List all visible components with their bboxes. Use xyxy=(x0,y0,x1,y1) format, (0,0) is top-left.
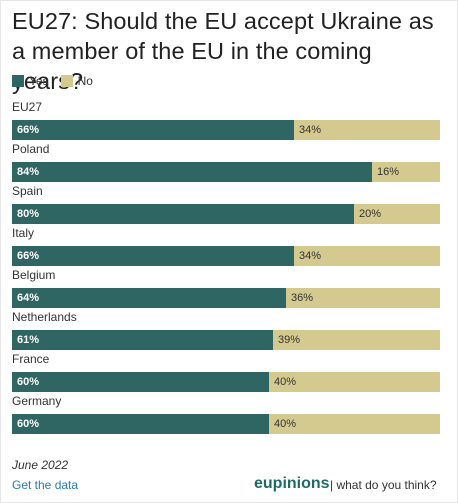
data-label-yes-germany: 60% xyxy=(17,418,40,430)
category-label-spain: Spain xyxy=(12,184,43,198)
bar-yes-france xyxy=(12,372,269,392)
data-label-no-eu27: 34% xyxy=(299,124,322,136)
legend-item-no: No xyxy=(60,74,93,88)
chart-title: EU27: Should the EU accept Ukraine as a … xyxy=(12,8,434,94)
bar-no-germany xyxy=(269,414,440,434)
bar-row-france: 60% 40% xyxy=(12,372,440,392)
get-data-link[interactable]: Get the data xyxy=(12,478,79,492)
legend-label-yes: Yes xyxy=(29,74,49,88)
bar-no-eu27 xyxy=(294,120,440,140)
bar-row-italy: 66% 34% xyxy=(12,246,440,266)
bar-no-france xyxy=(269,372,440,392)
category-label-poland: Poland xyxy=(12,142,50,156)
data-label-yes-netherlands: 61% xyxy=(17,334,40,346)
bar-yes-eu27 xyxy=(12,120,294,140)
bar-no-italy xyxy=(294,246,440,266)
legend-item-yes: Yes xyxy=(12,74,49,88)
bar-row-spain: 80% 20% xyxy=(12,204,440,224)
legend-swatch-yes xyxy=(12,75,24,87)
bar-row-netherlands: 61% 39% xyxy=(12,330,440,350)
bar-yes-belgium xyxy=(12,288,286,308)
data-label-yes-poland: 84% xyxy=(17,166,40,178)
category-label-eu27: EU27 xyxy=(12,100,43,114)
data-label-yes-eu27: 66% xyxy=(17,124,40,136)
footer-date: June 2022 xyxy=(12,458,69,472)
bar-yes-germany xyxy=(12,414,269,434)
data-label-no-italy: 34% xyxy=(299,250,322,262)
bar-no-belgium xyxy=(286,288,440,308)
bar-no-netherlands xyxy=(273,330,440,350)
legend: Yes No xyxy=(12,74,105,88)
bar-yes-poland xyxy=(12,162,372,182)
data-label-no-netherlands: 39% xyxy=(278,334,301,346)
data-label-no-spain: 20% xyxy=(359,208,382,220)
bar-row-poland: 84% 16% xyxy=(12,162,440,182)
data-label-no-france: 40% xyxy=(274,376,297,388)
data-label-yes-spain: 80% xyxy=(17,208,40,220)
category-label-germany: Germany xyxy=(12,394,62,408)
category-label-netherlands: Netherlands xyxy=(12,310,77,324)
category-label-france: France xyxy=(12,352,50,366)
bar-yes-italy xyxy=(12,246,294,266)
data-label-no-germany: 40% xyxy=(274,418,297,430)
bar-yes-netherlands xyxy=(12,330,273,350)
data-label-yes-italy: 66% xyxy=(17,250,40,262)
bar-yes-spain xyxy=(12,204,354,224)
category-label-italy: Italy xyxy=(12,226,35,240)
bar-no-poland xyxy=(372,162,440,182)
category-label-belgium: Belgium xyxy=(12,268,56,282)
legend-label-no: No xyxy=(77,74,93,88)
bar-row-eu27: 66% 34% xyxy=(12,120,440,140)
bar-row-germany: 60% 40% xyxy=(12,414,440,434)
brand-logo: eupinions xyxy=(254,475,330,492)
bar-no-spain xyxy=(354,204,440,224)
data-label-yes-france: 60% xyxy=(17,376,40,388)
data-label-yes-belgium: 64% xyxy=(17,292,40,304)
brand-tagline: | what do you think? xyxy=(330,478,437,492)
legend-swatch-no xyxy=(60,75,73,87)
data-label-no-poland: 16% xyxy=(377,166,400,178)
data-label-no-belgium: 36% xyxy=(291,292,314,304)
bar-row-belgium: 64% 36% xyxy=(12,288,440,308)
